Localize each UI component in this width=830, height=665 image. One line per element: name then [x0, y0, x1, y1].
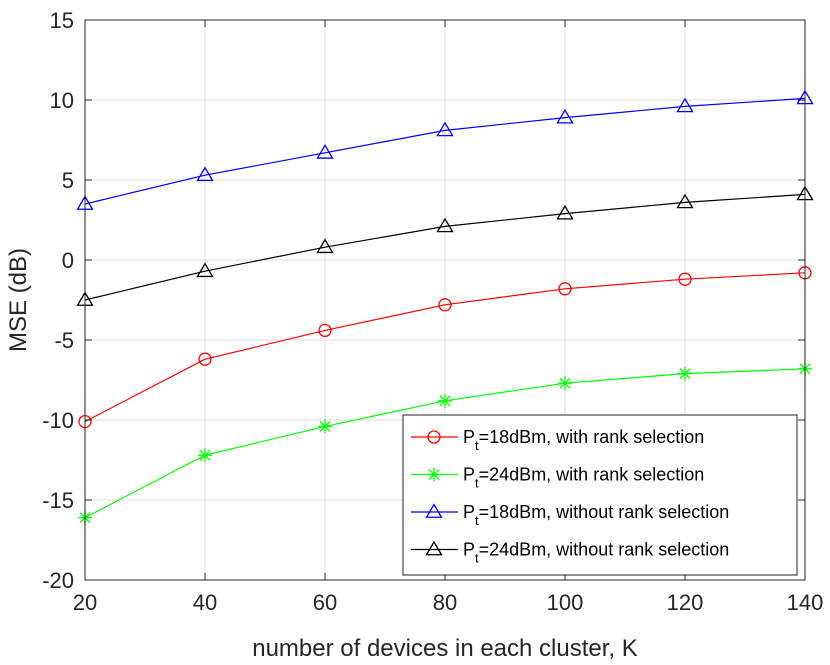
- legend-label: Pt=18dBm, with rank selection: [463, 427, 704, 453]
- legend-item: Pt=18dBm, with rank selection: [411, 427, 704, 453]
- data-point: [198, 352, 212, 366]
- legend-label: Pt=24dBm, without rank selection: [463, 540, 729, 566]
- legend-marker: [425, 540, 443, 556]
- data-point: [676, 97, 694, 113]
- legend-box: [402, 414, 798, 576]
- data-point: [436, 217, 454, 233]
- data-point: [676, 193, 694, 209]
- legend-marker: [427, 430, 441, 444]
- series-2: [78, 361, 812, 525]
- y-tick-label: 5: [62, 168, 74, 193]
- x-tick-label: 100: [547, 590, 584, 615]
- y-axis-title: MSE (dB): [5, 248, 32, 352]
- legend-marker: [425, 503, 443, 518]
- data-point: [556, 108, 574, 124]
- series-line: [84, 272, 806, 423]
- legend-label: Pt=18dBm, without rank selection: [463, 502, 729, 528]
- y-tick-label: -10: [42, 408, 74, 433]
- data-point: [316, 144, 334, 159]
- legend-label: Pt=24dBm, with rank selection: [463, 465, 704, 491]
- data-point: [678, 366, 692, 381]
- data-point: [318, 323, 332, 338]
- data-point: [438, 393, 452, 408]
- y-tick-label: 10: [50, 88, 74, 113]
- data-point: [316, 238, 334, 254]
- x-tick-label: 120: [667, 590, 704, 615]
- legend-item: Pt=24dBm, with rank selection: [411, 465, 704, 491]
- series-line: [84, 97, 806, 205]
- axis-ticks: 20 40 60 80 100 120 140 -20 -15 -10 -5 0 5 10 15: [42, 8, 823, 615]
- series-4: [76, 185, 814, 306]
- series-line: [84, 193, 806, 301]
- x-tick-label: 140: [787, 590, 824, 615]
- data-point: [196, 166, 214, 182]
- data-point: [438, 298, 452, 312]
- legend-item: Pt=24dBm, without rank selection: [411, 540, 729, 566]
- data-point: [318, 419, 332, 434]
- x-tick-label: 20: [73, 590, 97, 615]
- x-tick-label: 40: [193, 590, 217, 615]
- legend-item: Pt=18dBm, without rank selection: [411, 502, 729, 528]
- y-tick-label: 0: [62, 248, 74, 273]
- data-point: [196, 262, 214, 278]
- legend-marker: [427, 467, 441, 482]
- data-point: [558, 376, 572, 391]
- data-point: [556, 204, 574, 220]
- x-tick-label: 80: [433, 590, 457, 615]
- y-tick-label: -15: [42, 488, 74, 513]
- y-tick-label: -5: [54, 328, 74, 353]
- x-tick-label: 60: [313, 590, 337, 615]
- data-point: [558, 282, 572, 296]
- y-tick-label: -20: [42, 568, 74, 593]
- data-point: [198, 448, 212, 463]
- data-point: [436, 121, 454, 137]
- data-point: [678, 272, 692, 286]
- y-tick-label: 15: [50, 8, 74, 33]
- x-axis-title: number of devices in each cluster, K: [252, 635, 638, 662]
- legend: Pt=18dBm, with rank selection Pt=24dBm, w…: [402, 414, 798, 576]
